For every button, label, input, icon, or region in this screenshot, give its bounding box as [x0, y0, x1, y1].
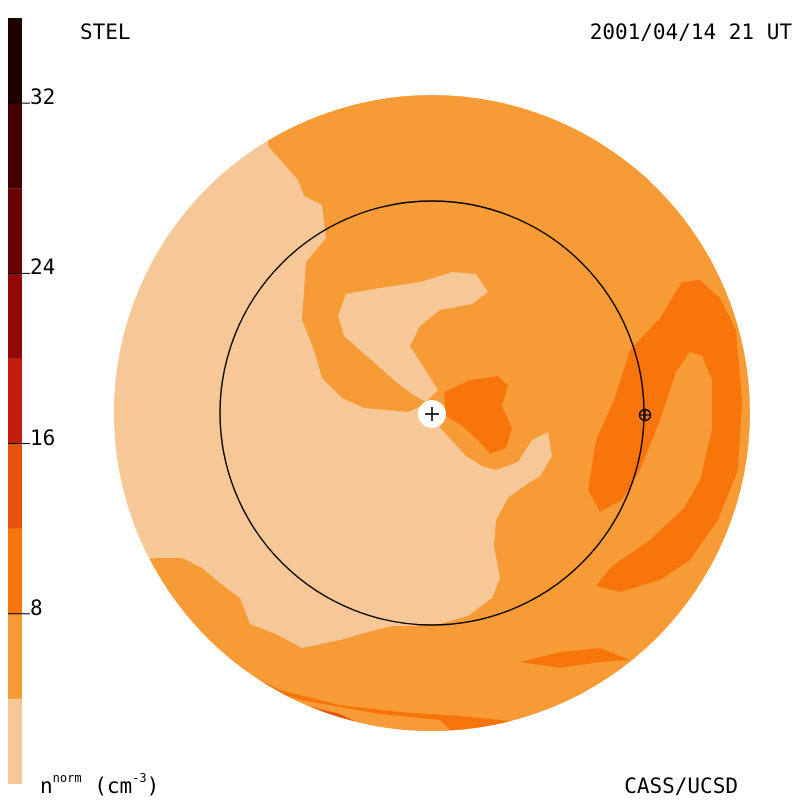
colorbar-band-3: [8, 443, 22, 529]
earth-marker: [638, 408, 652, 422]
enhanced-density-core: [444, 376, 512, 454]
low-density-region-west: [114, 95, 552, 648]
colorbar-tick-label: 24: [30, 255, 56, 280]
colorbar-band-4: [8, 358, 22, 444]
enhanced-density-arc-east: [588, 280, 742, 592]
unit-base: n: [40, 774, 53, 798]
colorbar-band-1: [8, 613, 22, 699]
observatory-label: STEL: [80, 20, 131, 44]
colorbar-band-6: [8, 188, 22, 274]
earth-orbit-circle: [219, 200, 645, 626]
colorbar-tick-label: 32: [30, 85, 56, 110]
unit-paren: (cm: [94, 774, 133, 798]
credit-label: CASS/UCSD: [624, 774, 738, 798]
colorbar-tick-label: 16: [30, 425, 56, 450]
colorbar-band-5: [8, 273, 22, 359]
unit-exponent: -3: [132, 771, 147, 785]
unit-label: nnorm (cm-3): [40, 771, 160, 798]
unit-superscript: norm: [52, 771, 82, 785]
colorbar-tick-label: 8: [30, 595, 43, 620]
low-density-crescent: [338, 272, 488, 402]
colorbar-band-8: [8, 18, 22, 104]
colorbar-band-2: [8, 528, 22, 614]
colorbar-band-7: [8, 103, 22, 189]
timestamp-label: 2001/04/14 21 UT: [589, 20, 792, 44]
enhanced-density-streak-east: [520, 648, 630, 668]
unit-close: ): [146, 774, 160, 798]
colorbar-band-0: [8, 698, 22, 784]
sun-marker: [418, 400, 446, 428]
